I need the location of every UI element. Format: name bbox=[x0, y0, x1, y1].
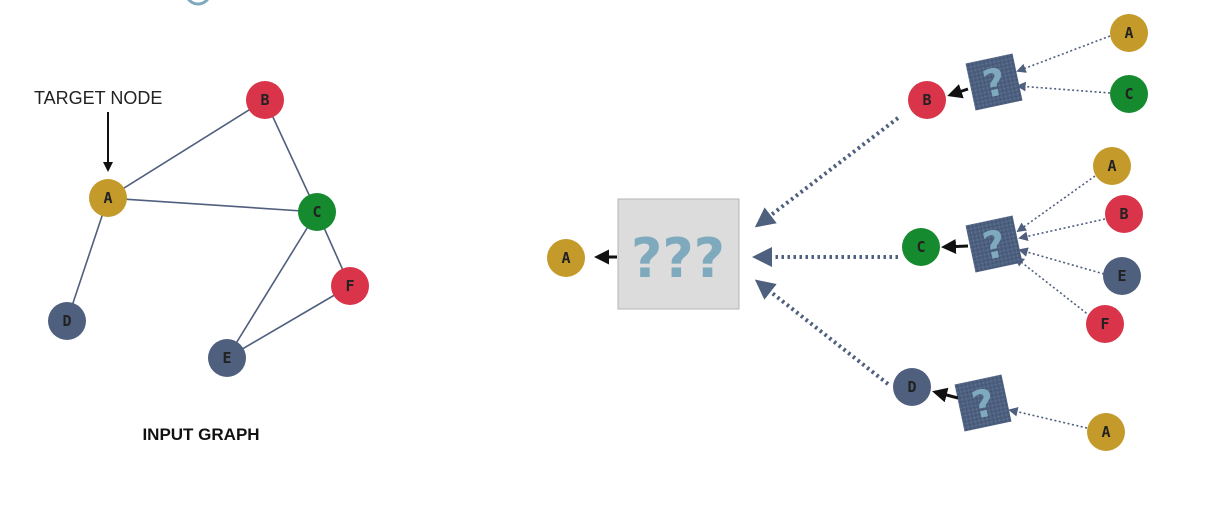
branch-c-neighbor-b-label: B bbox=[1119, 205, 1128, 223]
dotted-arrow-b-to-box bbox=[754, 116, 900, 228]
branch-c-neighbor-f-label: F bbox=[1100, 315, 1109, 333]
branch-b-neighbor-c-label: C bbox=[1124, 85, 1133, 103]
branch-c-edge-b bbox=[1018, 218, 1106, 242]
input-node-label: F bbox=[345, 277, 354, 295]
branch-b: ? B A C bbox=[908, 14, 1148, 119]
input-node-e: E bbox=[208, 339, 246, 377]
branch-b-neighbor-a-label: A bbox=[1124, 24, 1133, 42]
input-node-f: F bbox=[331, 267, 369, 305]
branch-d-aggregator: ? bbox=[954, 374, 1012, 432]
branch-d-edge-a bbox=[1008, 407, 1088, 429]
input-node-label: B bbox=[260, 91, 269, 109]
branch-c-neighbor-a: A bbox=[1093, 147, 1131, 185]
input-node-label: C bbox=[312, 203, 321, 221]
branch-c-node: C bbox=[902, 228, 940, 266]
input-node-d: D bbox=[48, 302, 86, 340]
branch-c-edge-e bbox=[1018, 247, 1105, 275]
aggregation-box-text: ??? bbox=[631, 227, 725, 290]
input-edge-a-b bbox=[107, 99, 266, 199]
computation-graph: A ??? ? B A bbox=[547, 14, 1148, 451]
branch-d-arrow bbox=[932, 387, 959, 403]
branch-d-neighbor-a-label: A bbox=[1101, 423, 1110, 441]
input-edge-a-c bbox=[107, 197, 318, 213]
input-node-a: A bbox=[89, 179, 127, 217]
branch-b-node-label: B bbox=[922, 91, 931, 109]
aggregation-box-level-1: ??? bbox=[617, 198, 740, 310]
input-edge-e-f bbox=[226, 285, 351, 359]
branch-b-edge-c bbox=[1016, 81, 1111, 94]
branch-b-neighbor-c: C bbox=[1110, 75, 1148, 113]
branch-c: ? C A B E F bbox=[902, 147, 1143, 343]
input-graph-nodes: A B C D E F bbox=[48, 81, 369, 377]
branch-b-edge-a bbox=[1016, 35, 1111, 73]
input-edge-c-e bbox=[226, 211, 318, 359]
branch-c-neighbor-a-label: A bbox=[1107, 157, 1116, 175]
input-node-c: C bbox=[298, 193, 336, 231]
input-edge-b-c bbox=[264, 99, 318, 213]
input-graph-edges bbox=[66, 99, 351, 359]
input-graph-caption: INPUT GRAPH bbox=[142, 425, 259, 444]
branch-c-edge-a bbox=[1016, 175, 1096, 233]
root-node-label: A bbox=[561, 249, 570, 267]
branch-c-neighbor-e: E bbox=[1103, 257, 1141, 295]
branch-c-neighbor-b: B bbox=[1105, 195, 1143, 233]
branch-d: ? D A bbox=[893, 368, 1125, 451]
branch-b-aggregator: ? bbox=[965, 53, 1023, 111]
branch-c-neighbor-e-label: E bbox=[1117, 267, 1126, 285]
input-graph: TARGET NODE A B C D E F INPUT GRAPH bbox=[34, 81, 369, 444]
branch-b-neighbor-a: A bbox=[1110, 14, 1148, 52]
branch-c-edge-f bbox=[1014, 256, 1091, 317]
input-node-label: A bbox=[103, 189, 112, 207]
dotted-arrow-d-to-box bbox=[754, 279, 890, 386]
branch-d-node-label: D bbox=[907, 378, 916, 396]
branch-b-node: B bbox=[908, 81, 946, 119]
input-edge-a-d bbox=[66, 197, 109, 322]
branch-d-neighbor-a: A bbox=[1087, 413, 1125, 451]
branch-c-node-label: C bbox=[916, 238, 925, 256]
branch-b-arrow bbox=[947, 84, 969, 99]
branch-d-node: D bbox=[893, 368, 931, 406]
branch-c-aggregator: ? bbox=[965, 215, 1023, 273]
input-node-label: D bbox=[62, 312, 71, 330]
cropped-circle-decoration bbox=[187, 0, 209, 6]
input-node-b: B bbox=[246, 81, 284, 119]
target-node-label: TARGET NODE bbox=[34, 88, 162, 108]
input-node-label: E bbox=[222, 349, 231, 367]
branch-c-neighbor-f: F bbox=[1086, 305, 1124, 343]
root-node-a: A bbox=[547, 239, 585, 277]
branch-c-arrow bbox=[941, 239, 969, 254]
